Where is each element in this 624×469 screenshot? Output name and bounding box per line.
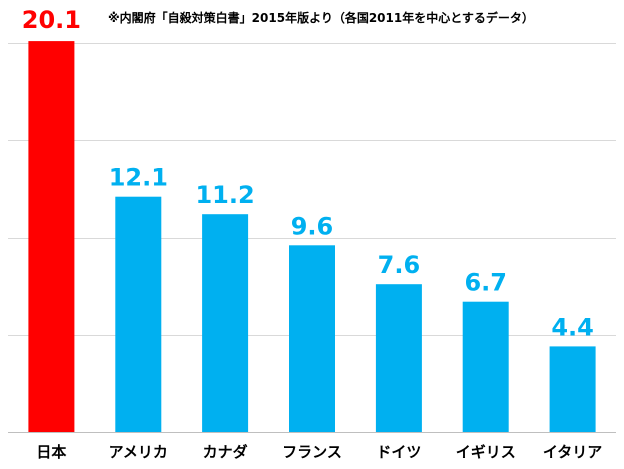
bar	[462, 301, 509, 432]
data-label: 7.6	[378, 251, 421, 279]
bar	[202, 214, 249, 432]
category-label: 日本	[36, 443, 66, 461]
category-label: イギリス	[456, 443, 516, 461]
source-note: ※内閣府「自殺対策白書」2015年版より（各国2011年を中心とするデータ）	[108, 11, 534, 25]
bar	[289, 245, 335, 432]
category-label: ドイツ	[376, 443, 421, 461]
category-label: カナダ	[203, 443, 248, 461]
data-label: 9.6	[291, 212, 334, 240]
data-label: 20.1	[22, 6, 81, 34]
bar	[115, 196, 162, 432]
data-label: 6.7	[464, 269, 507, 297]
bar	[549, 346, 596, 432]
category-label: イタリア	[543, 443, 602, 461]
data-label: 11.2	[195, 181, 254, 209]
bar	[28, 41, 75, 432]
category-label: アメリカ	[109, 443, 168, 461]
data-label: 12.1	[109, 164, 168, 192]
data-label: 4.4	[551, 313, 594, 341]
bar	[375, 284, 422, 432]
category-label: フランス	[282, 443, 342, 461]
